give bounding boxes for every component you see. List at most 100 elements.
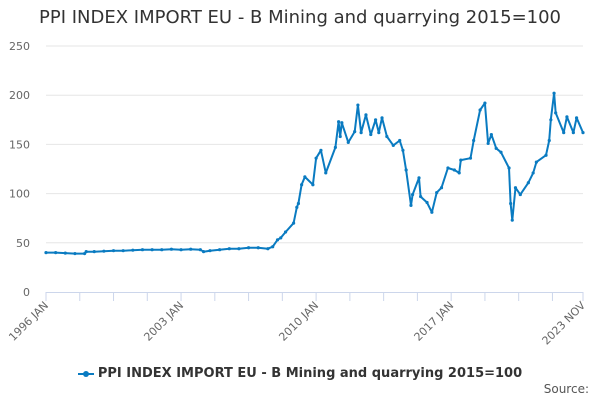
- data-point: [346, 140, 350, 145]
- data-point: [356, 103, 360, 107]
- data-point: [295, 205, 299, 209]
- data-point: [140, 248, 145, 252]
- data-point: [303, 175, 307, 179]
- data-point: [179, 248, 183, 252]
- chart-title: PPI INDEX IMPORT EU - B Mining and quarr…: [38, 7, 562, 28]
- x-tick-label: 2023 NOV: [540, 299, 589, 348]
- data-point: [237, 247, 241, 251]
- data-point: [571, 130, 575, 135]
- data-point: [468, 156, 473, 160]
- data-point: [92, 250, 96, 254]
- legend-line-icon: [77, 370, 94, 377]
- data-point: [457, 171, 461, 175]
- data-point: [486, 141, 490, 146]
- data-point: [340, 121, 344, 125]
- data-point: [279, 236, 283, 240]
- data-point: [63, 251, 67, 255]
- data-point: [419, 194, 423, 199]
- data-point: [84, 250, 88, 254]
- legend-item[interactable]: PPI INDEX IMPORT EU - B Mining and quarr…: [0, 366, 600, 381]
- data-point: [319, 148, 323, 152]
- data-point: [398, 138, 402, 143]
- y-tick-label: 0: [23, 286, 30, 299]
- data-point: [169, 247, 174, 251]
- data-point: [526, 181, 530, 185]
- data-point: [404, 168, 408, 172]
- data-point: [552, 91, 556, 95]
- data-point: [311, 183, 315, 187]
- data-point: [338, 134, 342, 139]
- y-tick-label: 200: [9, 89, 30, 102]
- data-point: [489, 132, 493, 137]
- data-point: [430, 210, 434, 214]
- data-point: [531, 171, 535, 175]
- data-point: [562, 130, 566, 135]
- data-point: [373, 118, 378, 122]
- data-point: [459, 158, 463, 162]
- data-point: [333, 145, 338, 149]
- data-point: [554, 111, 558, 115]
- data-point: [483, 101, 487, 105]
- series-line: [46, 92, 584, 255]
- data-point: [509, 201, 513, 206]
- y-tick-label: 150: [9, 138, 30, 151]
- data-point: [275, 238, 280, 242]
- x-tick-label: 2017 JAN: [412, 299, 457, 344]
- data-point: [547, 138, 551, 143]
- data-point: [121, 249, 125, 253]
- data-point: [478, 108, 482, 112]
- data-point: [218, 248, 222, 252]
- data-point: [227, 247, 231, 251]
- data-point: [565, 115, 569, 119]
- data-point: [296, 201, 301, 206]
- x-tick-label: 2010 JAN: [276, 299, 321, 344]
- y-tick-label: 50: [16, 237, 30, 250]
- data-point: [160, 248, 164, 252]
- data-point: [369, 132, 373, 137]
- data-point: [131, 248, 135, 252]
- data-point: [401, 148, 405, 152]
- data-point: [380, 116, 384, 120]
- y-tick-label: 100: [9, 188, 30, 201]
- data-point: [391, 143, 395, 147]
- data-point: [102, 249, 106, 253]
- data-point: [201, 250, 206, 254]
- data-point: [208, 249, 212, 253]
- data-point: [513, 186, 518, 190]
- data-point: [446, 166, 450, 170]
- data-point: [385, 134, 389, 139]
- data-point: [410, 192, 415, 197]
- data-point: [472, 138, 476, 143]
- legend-label: PPI INDEX IMPORT EU - B Mining and quarr…: [97, 366, 523, 381]
- data-point: [324, 171, 328, 175]
- data-point: [534, 160, 538, 164]
- data-point: [337, 120, 341, 124]
- data-point: [581, 130, 585, 135]
- data-point: [198, 248, 202, 252]
- data-point: [435, 191, 439, 195]
- data-point: [417, 176, 421, 180]
- data-point: [377, 130, 381, 135]
- data-point: [300, 183, 304, 187]
- data-point: [54, 251, 58, 255]
- data-point: [266, 247, 270, 251]
- data-point: [150, 248, 154, 252]
- data-point: [256, 246, 260, 250]
- data-point: [291, 221, 296, 225]
- data-point: [507, 166, 511, 170]
- data-point: [518, 192, 522, 197]
- data-point: [499, 150, 503, 154]
- data-point: [44, 251, 48, 255]
- data-point: [246, 246, 251, 250]
- data-point: [574, 116, 579, 120]
- data-point: [439, 186, 444, 190]
- x-tick-label: 1996 JAN: [6, 299, 51, 344]
- data-point: [409, 203, 413, 208]
- data-point: [189, 247, 193, 251]
- data-point: [510, 218, 514, 222]
- x-tick-label: 2003 JAN: [141, 299, 186, 344]
- source-label: Source:: [543, 382, 589, 396]
- data-point: [494, 146, 498, 150]
- data-point: [111, 249, 116, 253]
